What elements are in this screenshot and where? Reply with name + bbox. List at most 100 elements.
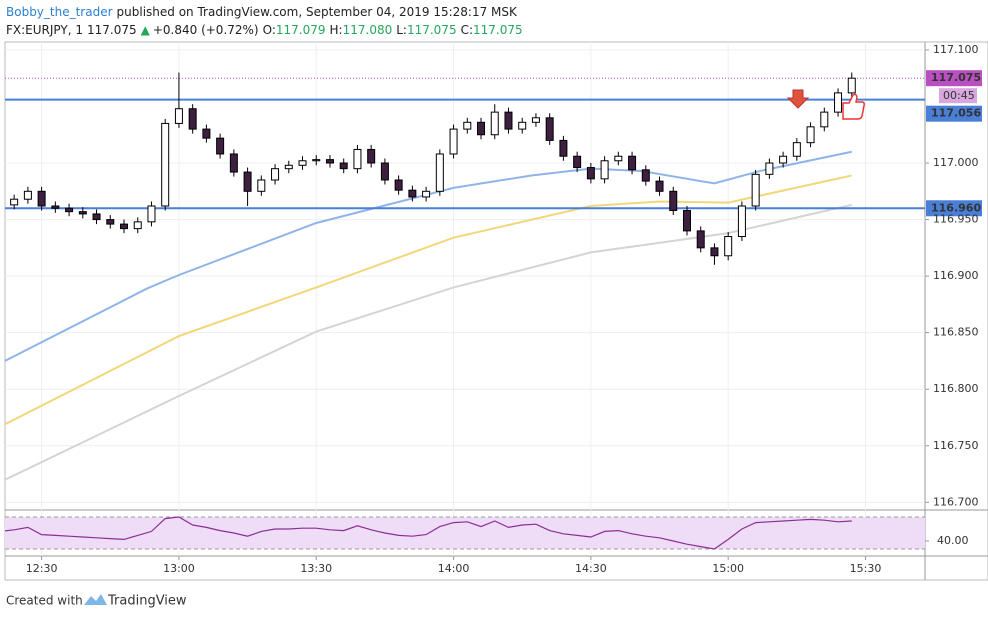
field-value: 117.075 bbox=[407, 23, 457, 37]
field-value: 117.075 bbox=[473, 23, 523, 37]
y-tick-label: 116.950 bbox=[933, 213, 979, 226]
moving-average bbox=[5, 174, 852, 426]
candle-body bbox=[188, 108, 197, 130]
candle-body bbox=[847, 77, 856, 94]
candle-body bbox=[92, 213, 101, 221]
candle-body bbox=[765, 162, 774, 175]
candle-body bbox=[628, 155, 637, 171]
candle-body bbox=[696, 230, 705, 249]
sell-arrow-icon bbox=[786, 89, 810, 109]
x-tick-label: 13:00 bbox=[163, 562, 195, 575]
candle-body bbox=[353, 148, 362, 170]
change: +0.840 (+0.72%) bbox=[153, 23, 259, 37]
level-label: 117.056 bbox=[931, 107, 981, 120]
candle-body bbox=[37, 190, 46, 207]
symbol: FX:EURJPY, 1 bbox=[6, 23, 83, 37]
footer-created: Created with bbox=[6, 594, 83, 608]
candle-body bbox=[367, 148, 376, 164]
last-price-label: 117.075 bbox=[931, 71, 981, 84]
candle-body bbox=[408, 189, 417, 198]
candle-body bbox=[559, 139, 568, 157]
candle-body bbox=[147, 205, 156, 223]
candle-body bbox=[271, 168, 280, 181]
candle-body bbox=[600, 160, 609, 180]
candle-body bbox=[202, 128, 211, 139]
y-tick-label: 117.000 bbox=[933, 156, 979, 169]
candle-body bbox=[23, 190, 32, 200]
x-tick-label: 14:00 bbox=[438, 562, 470, 575]
candle-body bbox=[51, 205, 60, 209]
field-value: 117.080 bbox=[343, 23, 393, 37]
candle-body bbox=[724, 236, 733, 257]
candle-body bbox=[655, 180, 664, 192]
last-price: 117.075 bbox=[87, 23, 137, 37]
y-tick-label: 116.700 bbox=[933, 495, 979, 508]
candle-body bbox=[682, 210, 691, 232]
candle-body bbox=[463, 121, 472, 130]
x-tick-label: 15:00 bbox=[712, 562, 744, 575]
candle-body bbox=[449, 128, 458, 155]
ohlc-legend: FX:EURJPY, 1 117.075 ▲ +0.840 (+0.72%) O:117… bbox=[6, 23, 523, 37]
field-label: O: bbox=[263, 23, 276, 37]
candle-body bbox=[573, 155, 582, 169]
countdown-bg bbox=[939, 88, 977, 104]
candle-body bbox=[312, 159, 321, 162]
candle-body bbox=[669, 190, 678, 212]
candle-body bbox=[65, 207, 74, 213]
candle-body bbox=[161, 122, 170, 207]
frame bbox=[4, 41, 988, 581]
y-tick-label: 116.850 bbox=[933, 326, 979, 339]
candle-body bbox=[298, 160, 307, 166]
candle-body bbox=[737, 205, 746, 238]
candle-body bbox=[806, 126, 815, 144]
candle-body bbox=[435, 153, 444, 192]
field-label: C: bbox=[461, 23, 473, 37]
field-label: H: bbox=[330, 23, 343, 37]
y-tick-label: 116.900 bbox=[933, 269, 979, 282]
candle-body bbox=[0, 205, 4, 208]
candle-body bbox=[586, 167, 595, 180]
level-label-bg bbox=[926, 105, 982, 122]
candle-body bbox=[120, 223, 129, 230]
candle-body bbox=[106, 219, 115, 225]
level-label: 116.960 bbox=[931, 201, 981, 214]
thumb-icon bbox=[842, 93, 865, 120]
candle-body bbox=[545, 117, 554, 141]
candle-body bbox=[518, 121, 527, 130]
candle-body bbox=[490, 111, 499, 136]
y-tick-label: 116.750 bbox=[933, 439, 979, 452]
last-price-bg bbox=[926, 70, 982, 87]
candle-body bbox=[834, 92, 843, 113]
candle-body bbox=[284, 164, 293, 170]
tv-logo bbox=[84, 594, 107, 605]
moving-average bbox=[5, 203, 852, 481]
candle-body bbox=[380, 162, 389, 181]
candle-body bbox=[174, 108, 183, 124]
rsi-line bbox=[5, 516, 852, 550]
candle-body bbox=[10, 198, 19, 206]
x-tick-label: 15:30 bbox=[850, 562, 882, 575]
candle-body bbox=[325, 159, 334, 164]
candle-body bbox=[614, 155, 623, 162]
rsi-tick-label: 40.00 bbox=[937, 534, 969, 547]
candle-body bbox=[751, 173, 760, 207]
level-label-bg bbox=[926, 200, 982, 217]
candle-body bbox=[477, 121, 486, 136]
header-line: Bobby_the_trader published on TradingView… bbox=[6, 5, 518, 19]
candle-body bbox=[257, 179, 266, 192]
candle-body bbox=[394, 179, 403, 191]
moving-average bbox=[5, 150, 852, 363]
x-tick-label: 13:30 bbox=[300, 562, 332, 575]
candle-body bbox=[243, 171, 252, 192]
x-tick-label: 12:30 bbox=[26, 562, 58, 575]
candle-body bbox=[710, 247, 719, 257]
candle-body bbox=[229, 153, 238, 173]
field-label: L: bbox=[396, 23, 407, 37]
candle-body bbox=[641, 169, 650, 182]
field-value: 117.079 bbox=[276, 23, 326, 37]
countdown-label: 00:45 bbox=[943, 89, 975, 102]
x-tick-label: 14:30 bbox=[575, 562, 607, 575]
candle-body bbox=[78, 211, 87, 215]
candle-body bbox=[133, 221, 142, 230]
candle-body bbox=[792, 142, 801, 157]
